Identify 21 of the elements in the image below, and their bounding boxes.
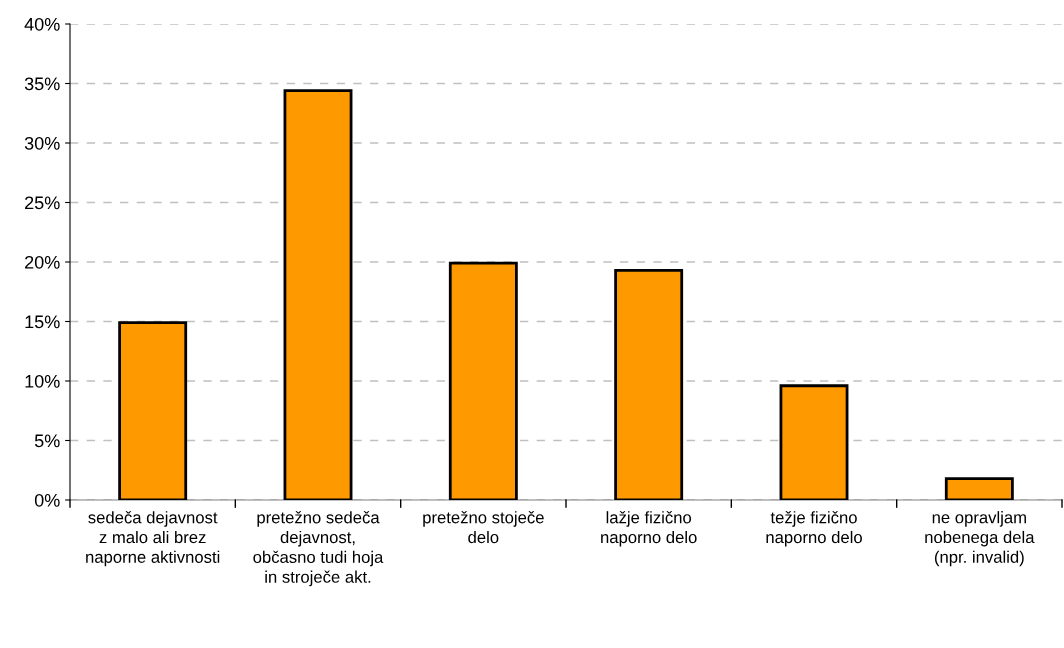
y-tick-label: 20%	[25, 255, 60, 269]
x-tick-label: težje fizično naporno delo	[766, 511, 862, 547]
bar	[779, 384, 849, 500]
bar	[944, 477, 1014, 500]
y-tick-label: 35%	[24, 77, 60, 91]
bar	[614, 268, 684, 500]
y-tick-label: 10%	[25, 374, 60, 388]
x-tick-label: pretežno stoječe delo	[423, 511, 544, 544]
bar	[283, 89, 353, 500]
y-tick-label: 15%	[25, 315, 60, 329]
y-tick-label: 30%	[24, 136, 60, 150]
bar	[118, 321, 188, 500]
bar	[448, 261, 518, 500]
x-tick-label: pretežno sedeča dejavnost, občasno tudi hoja in stroječe akt.	[253, 511, 384, 587]
x-tick-label: lažje fizično naporno delo	[601, 511, 697, 547]
y-tick-label: 0%	[34, 493, 60, 507]
y-tick-label: 25%	[25, 196, 60, 210]
y-tick-label: 40%	[24, 17, 60, 31]
y-tick-label: 5%	[34, 434, 60, 448]
x-tick-label: ne opravljam nobenega dela (npr. invalid)	[925, 511, 1035, 567]
x-tick-label: sedeča dejavnost z malo ali brez naporne aktivnosti	[86, 511, 220, 567]
